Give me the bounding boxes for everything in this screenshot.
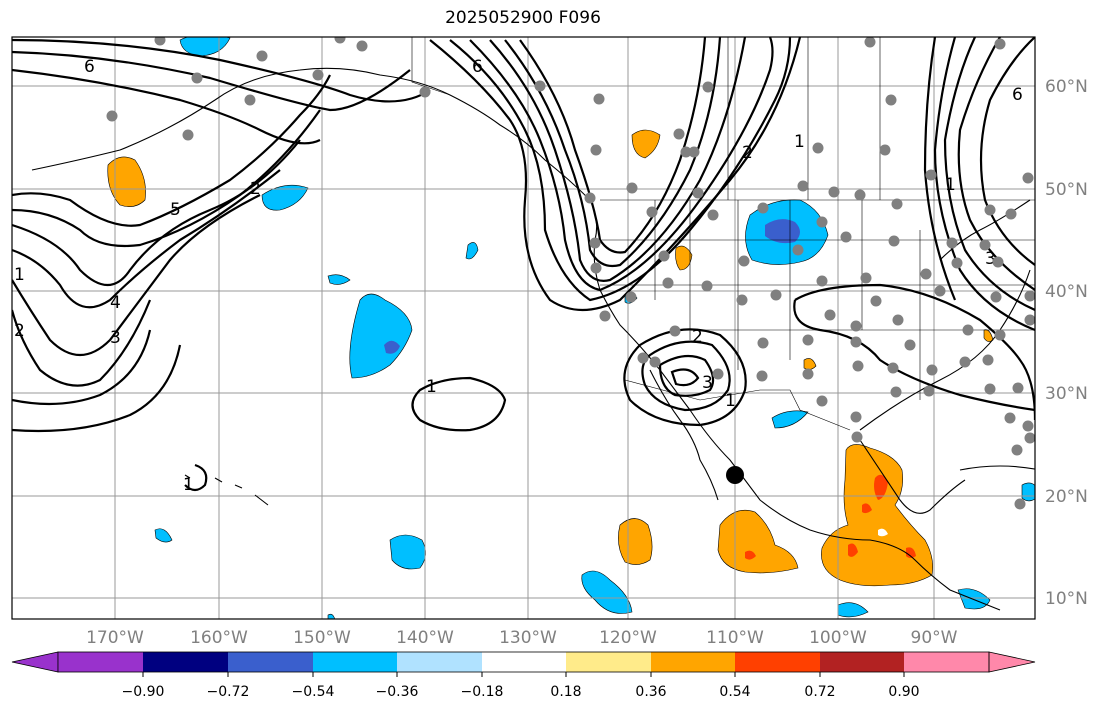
contour-labels: 6 5 2 4 3 2 1 6 1 2 3 1 6 1 3 2 1 1 — [14, 57, 1023, 495]
contour-label: 3 — [702, 373, 713, 393]
longitude-label: 90°W — [911, 628, 958, 648]
colorbar-min-extension — [11, 651, 59, 673]
focus-point-marker — [726, 466, 744, 484]
colorbar-bin — [735, 652, 820, 672]
colorbar-tick-label: 0.36 — [635, 684, 666, 700]
colorbar-bin — [143, 652, 228, 672]
colorbar-tick-label: −0.72 — [207, 684, 250, 700]
latitude-label: 60°N — [1045, 77, 1088, 97]
contour-label: 1 — [794, 132, 805, 152]
contour-label: 3 — [110, 328, 121, 348]
contour-label: 1 — [725, 391, 736, 411]
latitude-label: 40°N — [1045, 282, 1088, 302]
contour-label: 2 — [692, 327, 703, 347]
longitude-labels: 170°W 160°W 150°W 140°W 130°W 120°W 110°… — [86, 628, 958, 648]
station-markers — [106, 37, 1035, 510]
colorbar-bin — [313, 652, 397, 672]
colorbar-tick-label: −0.18 — [461, 684, 504, 700]
longitude-label: 170°W — [86, 628, 144, 648]
colorbar-bin — [904, 652, 989, 672]
contour-label: 1 — [14, 265, 25, 285]
contour-label: 2 — [250, 179, 261, 199]
colorbar-tick-label: 0.18 — [550, 684, 581, 700]
colorbar-tick-label: 0.72 — [804, 684, 835, 700]
contour-label: 6 — [1012, 85, 1023, 105]
contour-label: 1 — [183, 475, 194, 495]
map-border — [11, 36, 1036, 620]
contour-label: 3 — [985, 249, 996, 269]
contour-label: 1 — [945, 175, 956, 195]
political-borders — [411, 37, 1035, 431]
contour-label: 6 — [472, 57, 483, 77]
latitude-label: 10°N — [1045, 589, 1088, 609]
gridlines — [12, 37, 1035, 619]
colorbar-tick-label: 0.54 — [719, 684, 750, 700]
longitude-label: 120°W — [599, 628, 657, 648]
colorbar-border — [57, 651, 990, 673]
contour-label: 2 — [742, 143, 753, 163]
colorbar-bin — [482, 652, 566, 672]
latitude-label: 20°N — [1045, 487, 1088, 507]
longitude-label: 150°W — [293, 628, 351, 648]
latitude-labels: 60°N 50°N 40°N 30°N 20°N 10°N — [1045, 77, 1088, 609]
colorbar-tick-label: 0.90 — [888, 684, 919, 700]
shaded-areas — [107, 37, 1035, 619]
colorbar-bin — [228, 652, 313, 672]
colorbar-tick-label: −0.90 — [122, 684, 165, 700]
colorbar-tick-label: −0.36 — [376, 684, 419, 700]
latitude-label: 30°N — [1045, 384, 1088, 404]
colorbar-max-extension — [988, 651, 1036, 673]
colorbar-bin — [58, 652, 143, 672]
contour-label: 5 — [170, 200, 181, 220]
longitude-label: 160°W — [190, 628, 248, 648]
colorbar: −0.90 −0.72 −0.54 −0.36 −0.18 0.18 0.36 … — [11, 651, 1036, 700]
contour-label: 4 — [110, 293, 121, 313]
contour-label: 6 — [84, 57, 95, 77]
contour-label: 1 — [426, 377, 437, 397]
colorbar-bin — [397, 652, 482, 672]
latitude-label: 50°N — [1045, 180, 1088, 200]
colorbar-tick-label: −0.54 — [292, 684, 335, 700]
longitude-label: 140°W — [396, 628, 454, 648]
map-title: 2025052900 F096 — [445, 8, 601, 28]
colorbar-bin — [820, 652, 904, 672]
contour-lines — [12, 37, 1035, 492]
longitude-label: 130°W — [499, 628, 557, 648]
contour-label: 2 — [14, 321, 25, 341]
longitude-label: 110°W — [706, 628, 764, 648]
longitude-label: 100°W — [809, 628, 867, 648]
colorbar-bin — [651, 652, 735, 672]
colorbar-bin — [566, 652, 651, 672]
